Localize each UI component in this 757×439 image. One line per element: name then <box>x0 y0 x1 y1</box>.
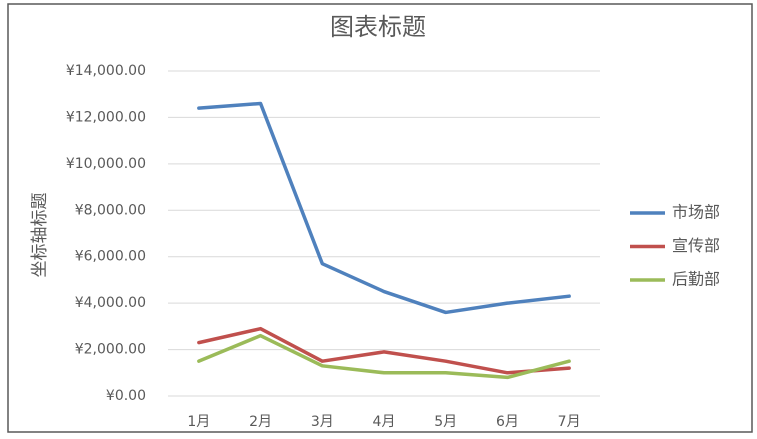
y-tick-label: ¥14,000.00 <box>66 63 146 79</box>
series-line <box>197 333 571 380</box>
x-tick-label: 3月 <box>311 414 334 430</box>
x-tick-label: 5月 <box>434 414 457 430</box>
chart-border <box>7 3 753 433</box>
y-tick-label: ¥0.00 <box>106 388 146 404</box>
y-tick-label: ¥6,000.00 <box>75 249 146 265</box>
y-tick-label: ¥8,000.00 <box>75 202 146 218</box>
legend-label: 市场部 <box>672 203 720 222</box>
x-tick-label: 2月 <box>249 414 272 430</box>
series-line <box>197 101 571 315</box>
y-axis-title: 坐标轴标题 <box>30 193 50 278</box>
y-tick-label: ¥4,000.00 <box>75 295 146 311</box>
x-tick-label: 6月 <box>496 414 519 430</box>
legend-label: 后勤部 <box>672 270 720 289</box>
legend-label: 宣传部 <box>672 236 720 255</box>
chart-title: 图表标题 <box>330 13 426 41</box>
series-line <box>197 326 571 375</box>
y-tick-label: ¥2,000.00 <box>75 342 146 358</box>
x-tick-label: 1月 <box>187 414 210 430</box>
x-tick-label: 7月 <box>558 414 581 430</box>
y-tick-label: ¥12,000.00 <box>66 109 146 125</box>
y-tick-label: ¥10,000.00 <box>66 156 146 172</box>
x-tick-label: 4月 <box>373 414 396 430</box>
